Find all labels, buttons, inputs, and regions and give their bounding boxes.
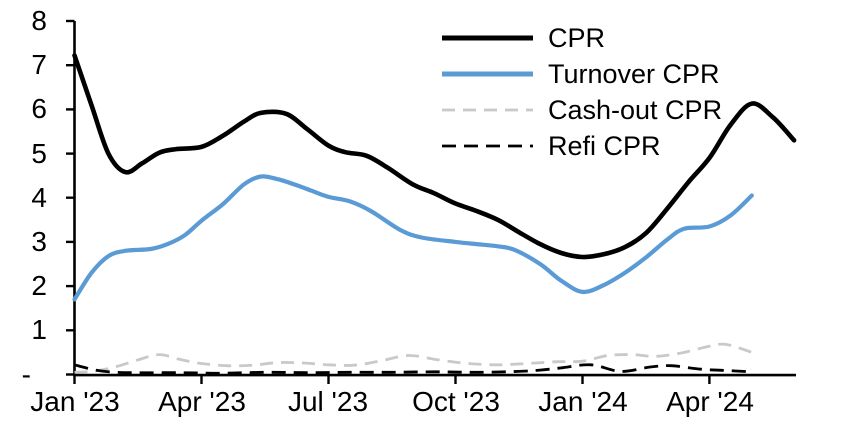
y-axis-label-7: 7 bbox=[31, 49, 47, 80]
series-line-cpr bbox=[72, 53, 797, 260]
series-line-turnover-cpr bbox=[72, 174, 754, 302]
x-axis-label-oct23: Oct '23 bbox=[412, 386, 500, 417]
legend-label-turnover-cpr: Turnover CPR bbox=[548, 59, 720, 89]
y-axis-label-4: 4 bbox=[31, 182, 47, 213]
y-axis-label-5: 5 bbox=[31, 138, 47, 169]
y-axis-label-6: 6 bbox=[31, 93, 47, 124]
legend-label-cashout-cpr: Cash-out CPR bbox=[548, 95, 723, 125]
legend-line-refi-cpr-icon bbox=[442, 144, 533, 148]
x-axis-label-apr24: Apr '24 bbox=[666, 386, 754, 417]
legend-row-cashout-cpr: Cash-out CPR bbox=[440, 92, 722, 128]
y-axis-label-8: 8 bbox=[31, 5, 47, 36]
legend-label-refi-cpr: Refi CPR bbox=[548, 131, 661, 161]
legend-line-turnover-cpr-icon bbox=[442, 71, 533, 77]
legend-label-cpr: CPR bbox=[548, 23, 606, 53]
legend-line-cashout-cpr-icon bbox=[442, 108, 533, 112]
series-line-refi-cpr bbox=[74, 363, 752, 375]
x-axis-label-jul23: Jul '23 bbox=[287, 386, 369, 417]
legend-line-cpr-icon bbox=[442, 35, 533, 41]
y-axis-label-3: 3 bbox=[31, 226, 47, 257]
legend-row-turnover-cpr: Turnover CPR bbox=[440, 56, 722, 92]
series-line-cash-out-cpr bbox=[74, 342, 753, 374]
legend-row-refi-cpr: Refi CPR bbox=[440, 128, 722, 164]
y-axis-label-2: 2 bbox=[31, 270, 47, 301]
x-axis-label-apr23: Apr '23 bbox=[158, 386, 246, 417]
y-axis-label-1: 1 bbox=[31, 314, 47, 345]
legend: CPR Turnover CPR Cash-out CPR Refi CPR bbox=[440, 20, 722, 164]
x-axis-label-jan24: Jan '24 bbox=[538, 386, 628, 417]
y-axis-label-0: - bbox=[21, 359, 31, 390]
legend-row-cpr: CPR bbox=[440, 20, 722, 56]
x-axis-label-jan23: Jan '23 bbox=[30, 386, 120, 417]
